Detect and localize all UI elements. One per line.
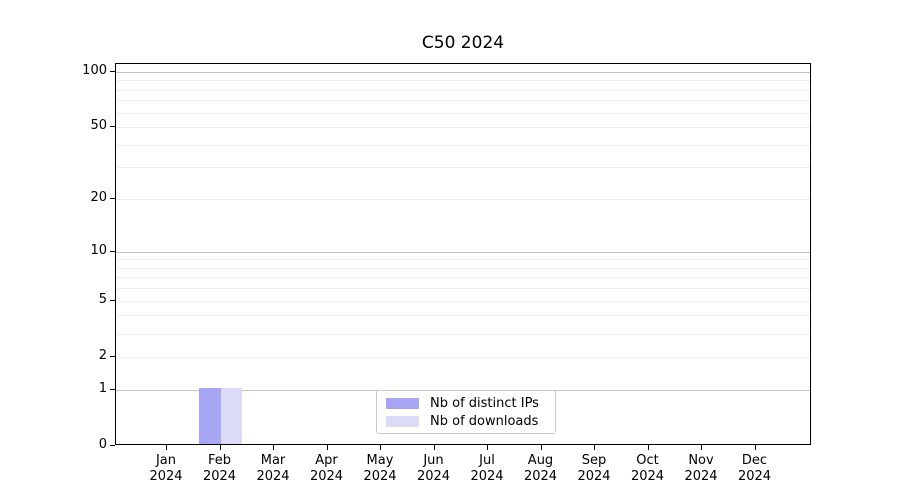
x-tick-label: Dec 2024 [727,453,783,485]
gridline-minor [116,277,810,279]
x-tick-label: Sep 2024 [566,453,622,485]
x-tick-label: Oct 2024 [620,453,676,485]
x-tick-mark [380,445,381,450]
x-tick-mark [701,445,702,450]
x-tick-label-year: 2024 [416,469,451,484]
x-tick-label-month: Dec [741,453,768,468]
x-tick-label-year: 2024 [309,469,344,484]
bar-nb-of-distinct-ips-feb-2024 [199,387,221,444]
x-tick-label: Feb 2024 [192,453,248,485]
x-tick-label-year: 2024 [577,469,611,484]
chart-title: C50 2024 [421,33,505,53]
gridline-minor [116,112,810,114]
x-tick-label: Aug 2024 [513,453,569,485]
y-tick-label: 20 [90,190,107,206]
y-tick-label: 50 [90,118,107,134]
gridline-minor [116,333,810,335]
x-tick-label-month: Nov [688,453,714,468]
x-tick-mark [273,445,274,450]
x-tick-label-month: Aug [527,453,554,468]
plot-area [115,63,811,445]
y-tick-mark [110,299,115,301]
gridline-minor [116,259,810,261]
gridline-minor [116,89,810,91]
x-tick-mark [647,445,649,450]
gridline-minor [116,167,810,169]
x-tick-label-year: 2024 [737,469,772,484]
gridline-minor [116,288,810,290]
legend-label: Nb of distinct IPs [430,395,539,411]
legend-row: Nb of distinct IPs [386,395,546,411]
y-tick-mark [110,70,115,72]
x-tick-label-year: 2024 [630,469,665,484]
x-tick-label: Apr 2024 [299,453,355,485]
x-tick-label: Mar 2024 [245,453,301,485]
y-tick-label: 2 [98,347,107,363]
legend-row: Nb of downloads [386,413,546,429]
y-tick-mark [110,388,115,390]
gridline-minor [116,356,810,358]
gridline-minor [116,315,810,317]
gridline-minor [116,199,810,201]
x-tick-mark [540,445,542,450]
x-tick-mark [326,445,328,450]
x-tick-label-month: Sep [581,453,607,468]
gridline-minor [116,100,810,102]
x-tick-mark [166,445,167,450]
x-tick-label-year: 2024 [202,469,237,484]
x-tick-label-month: Jan [155,453,177,468]
gridline-minor [116,127,810,129]
x-tick-label-month: Jul [479,453,495,468]
x-tick-label-year: 2024 [363,469,397,484]
gridline-major [116,71,810,73]
x-tick-label: Nov 2024 [673,453,729,485]
x-tick-mark [754,445,756,450]
gridline-minor [116,80,810,82]
x-tick-label-year: 2024 [523,469,558,484]
legend-swatch [386,397,419,409]
x-tick-label-month: Oct [636,453,659,468]
x-tick-label-month: Feb [207,453,232,468]
x-tick-mark [487,445,488,450]
x-tick-label-month: Apr [315,453,338,468]
y-tick-label: 0 [98,437,107,452]
x-tick-label-year: 2024 [684,469,718,484]
y-tick-mark [110,126,115,128]
legend-label: Nb of downloads [430,413,539,429]
gridline-minor [116,300,810,302]
y-tick-mark [110,355,115,357]
y-tick-mark [110,250,115,252]
bar-nb-of-downloads-feb-2024 [220,387,242,444]
y-tick-label: 100 [82,62,107,78]
gridline-minor [116,267,810,269]
x-tick-label: Jun 2024 [406,453,462,485]
x-tick-label-month: May [366,453,394,468]
x-tick-label-year: 2024 [470,469,504,484]
gridline-minor [116,144,810,146]
x-tick-mark [219,445,221,450]
gridline-major [116,251,810,253]
legend: Nb of distinct IPs Nb of downloads [376,390,556,434]
y-tick-mark [110,198,115,200]
x-tick-label-month: Mar [260,453,286,468]
legend-swatch [386,415,419,427]
x-tick-label-year: 2024 [256,469,290,484]
x-tick-label: Jan 2024 [138,453,194,485]
x-tick-mark [594,445,595,450]
y-tick-label: 10 [90,242,107,258]
x-tick-label: Jul 2024 [459,453,515,485]
x-tick-mark [433,445,435,450]
y-tick-label: 1 [98,380,107,396]
y-tick-mark [110,445,115,446]
y-tick-label: 5 [98,291,107,307]
x-tick-label-month: Jun [423,453,444,468]
x-tick-label: May 2024 [352,453,408,485]
x-tick-label-year: 2024 [149,469,183,484]
